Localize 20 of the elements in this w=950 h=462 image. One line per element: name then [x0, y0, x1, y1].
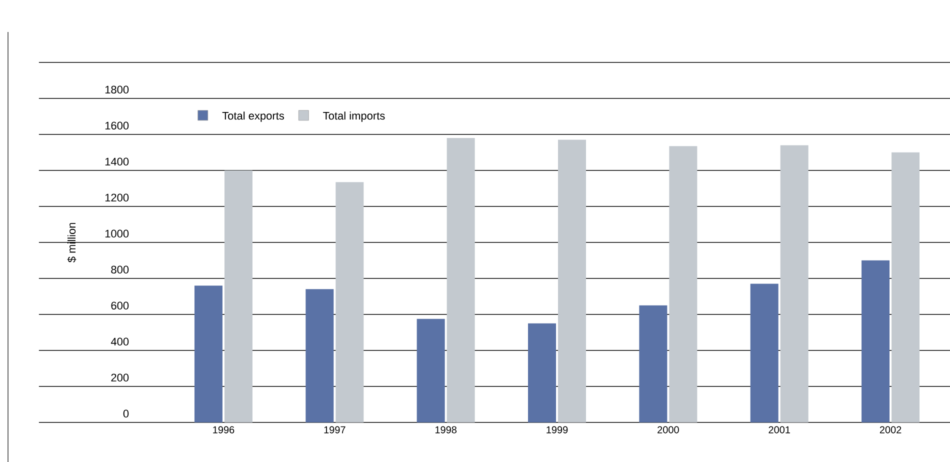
x-tick-label: 2001 [768, 426, 790, 434]
x-tick-label: 1996 [213, 426, 234, 434]
y-tick-label: 400 [110, 338, 129, 346]
x-tick-label: 2000 [658, 426, 679, 434]
legend-label: Total imports [323, 112, 385, 122]
x-tick-label: 1998 [435, 426, 457, 434]
y-tick-label: 1400 [105, 158, 129, 166]
x-tick-label: 2002 [880, 426, 902, 434]
y-axis-title: $ million [67, 222, 76, 262]
y-tick-label: 600 [111, 302, 129, 310]
x-tick-label: 1997 [324, 426, 346, 434]
y-tick-label: 1000 [105, 230, 129, 238]
y-tick-label: 200 [111, 374, 129, 382]
y-tick-label: 0 [123, 410, 129, 418]
y-tick-label: 1800 [105, 86, 129, 94]
y-tick-label: 1200 [105, 194, 129, 202]
legend-label: Total exports [222, 112, 284, 122]
y-tick-label: 800 [111, 266, 129, 274]
x-tick-label: 1999 [546, 426, 568, 434]
y-tick-label: 1600 [105, 122, 129, 130]
